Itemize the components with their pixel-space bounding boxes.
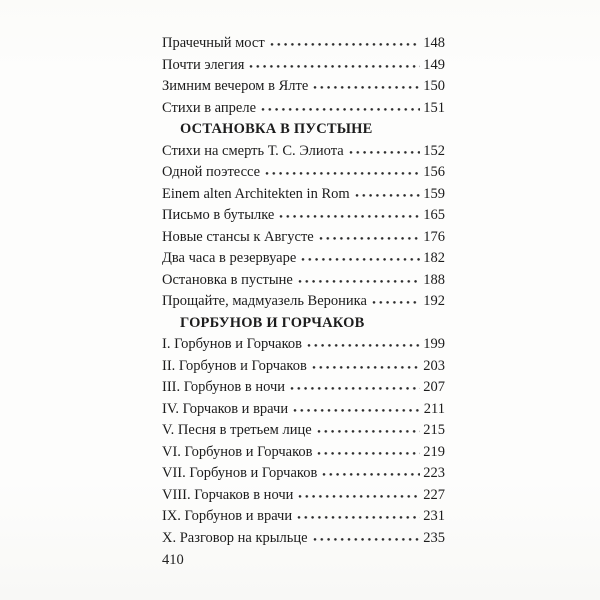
dot-leader	[348, 149, 421, 155]
dot-leader	[312, 536, 421, 542]
toc-entry-page: 231	[423, 508, 445, 524]
toc-entry-page: 165	[423, 207, 445, 223]
toc-entry-title: Зимним вечером в Ялте	[162, 78, 309, 94]
toc-entry-page: 182	[423, 250, 445, 266]
page-number: 410	[162, 552, 184, 568]
toc-entry-page: 199	[423, 336, 445, 352]
dot-leader	[311, 364, 421, 370]
toc-entry-page: 151	[423, 99, 445, 116]
toc-entry-page: 152	[423, 142, 445, 159]
toc-entry: Письмо в бутылке 165	[162, 205, 445, 227]
toc-entry-page: 159	[423, 185, 445, 202]
dot-leader	[297, 515, 421, 520]
toc-entry-title: VII. Горбунов и Горчаков	[162, 465, 318, 481]
dot-leader	[301, 257, 421, 262]
toc-entry: IX. Горбунов и врачи 231	[162, 506, 445, 528]
toc-entry-title: Новые стансы к Августе	[162, 228, 314, 245]
dot-leader	[297, 278, 421, 284]
toc-entry-page: 203	[423, 357, 445, 374]
dot-leader	[249, 63, 421, 69]
toc-entry: I. Горбунов и Горчаков 199	[162, 334, 445, 356]
toc-entry-title: Прощайте, мадмуазель Вероника	[162, 293, 367, 309]
table-of-contents: Прачечный мост 148 Почти элегия 149 Зимн…	[162, 33, 445, 549]
toc-entry-title: VIII. Горчаков в ночи	[162, 486, 294, 503]
toc-entry-title: Стихи в апреле	[162, 99, 257, 116]
toc-entry: V. Песня в третьем лице 215	[162, 420, 445, 442]
toc-entry-page: 219	[423, 443, 445, 460]
toc-entry: Стихи в апреле 151	[162, 98, 445, 120]
toc-entry: Одной поэтессе 156	[162, 162, 445, 184]
toc-entry: Новые стансы к Августе 176	[162, 227, 445, 249]
dot-leader	[354, 192, 421, 198]
toc-entry-page: 176	[423, 228, 445, 245]
toc-entry-page: 235	[423, 529, 445, 546]
dot-leader	[318, 235, 421, 241]
toc-entry-page: 227	[423, 486, 445, 503]
toc-entry: II. Горбунов и Горчаков 203	[162, 356, 445, 378]
toc-entry: Прачечный мост 148	[162, 33, 445, 55]
toc-entry-page: 207	[423, 379, 445, 395]
toc-section-heading-text: ОСТАНОВКА В ПУСТЫНЕ	[180, 121, 373, 137]
toc-entry-page: 215	[423, 422, 445, 438]
toc-entry-page: 223	[423, 465, 445, 481]
toc-entry: Einem alten Architekten in Rom 159	[162, 184, 445, 206]
toc-entry-page: 192	[423, 293, 445, 309]
toc-entry-title: Два часа в резервуаре	[162, 250, 297, 266]
toc-entry: VII. Горбунов и Горчаков 223	[162, 463, 445, 485]
toc-entry-page: 149	[423, 56, 445, 73]
dot-leader	[269, 42, 421, 47]
toc-entry-title: IX. Горбунов и врачи	[162, 508, 293, 524]
toc-entry-page: 188	[423, 271, 445, 288]
toc-entry-title: Прачечный мост	[162, 35, 265, 51]
toc-entry: Два часа в резервуаре 182	[162, 248, 445, 270]
toc-section-heading: ОСТАНОВКА В ПУСТЫНЕ	[162, 119, 445, 141]
toc-entry-page: 150	[423, 78, 445, 94]
dot-leader	[317, 450, 421, 456]
dot-leader	[316, 429, 421, 434]
toc-entry: Стихи на смерть Т. С. Элиота 152	[162, 141, 445, 163]
toc-entry-title: Einem alten Architekten in Rom	[162, 185, 350, 202]
toc-entry-page: 211	[423, 400, 445, 417]
toc-entry-page: 156	[423, 164, 445, 180]
toc-entry-title: I. Горбунов и Горчаков	[162, 336, 303, 352]
toc-entry-title: Остановка в пустыне	[162, 271, 293, 288]
toc-entry: Остановка в пустыне 188	[162, 270, 445, 292]
dot-leader	[293, 407, 421, 413]
toc-entry: VI. Горбунов и Горчаков 219	[162, 442, 445, 464]
toc-entry-title: II. Горбунов и Горчаков	[162, 357, 307, 374]
toc-entry-title: VI. Горбунов и Горчаков	[162, 443, 313, 460]
toc-entry-title: V. Песня в третьем лице	[162, 422, 312, 438]
toc-entry-title: Почти элегия	[162, 56, 245, 73]
toc-entry: Прощайте, мадмуазель Вероника 192	[162, 291, 445, 313]
toc-entry: III. Горбунов в ночи 207	[162, 377, 445, 399]
dot-leader	[313, 85, 421, 90]
dot-leader	[261, 106, 421, 112]
toc-entry-title: III. Горбунов в ночи	[162, 379, 286, 395]
toc-entry-page: 148	[423, 35, 445, 51]
toc-entry-title: Одной поэтессе	[162, 164, 261, 180]
toc-entry-title: IV. Горчаков и врачи	[162, 400, 289, 417]
toc-section-heading-text: ГОРБУНОВ И ГОРЧАКОВ	[180, 314, 365, 331]
toc-entry-title: Письмо в бутылке	[162, 207, 275, 223]
dot-leader	[322, 472, 421, 477]
toc-entry-title: Стихи на смерть Т. С. Элиота	[162, 142, 344, 159]
toc-entry: VIII. Горчаков в ночи 227	[162, 485, 445, 507]
dot-leader	[298, 493, 421, 499]
toc-section-heading: ГОРБУНОВ И ГОРЧАКОВ	[162, 313, 445, 335]
toc-entry: Зимним вечером в Ялте 150	[162, 76, 445, 98]
dot-leader	[290, 386, 421, 391]
toc-entry: IV. Горчаков и врачи 211	[162, 399, 445, 421]
dot-leader	[265, 171, 421, 176]
toc-entry: Почти элегия 149	[162, 55, 445, 77]
dot-leader	[279, 214, 421, 219]
toc-entry-title: X. Разговор на крыльце	[162, 529, 308, 546]
toc-entry: X. Разговор на крыльце 235	[162, 528, 445, 550]
dot-leader	[307, 343, 421, 348]
dot-leader	[371, 300, 421, 305]
